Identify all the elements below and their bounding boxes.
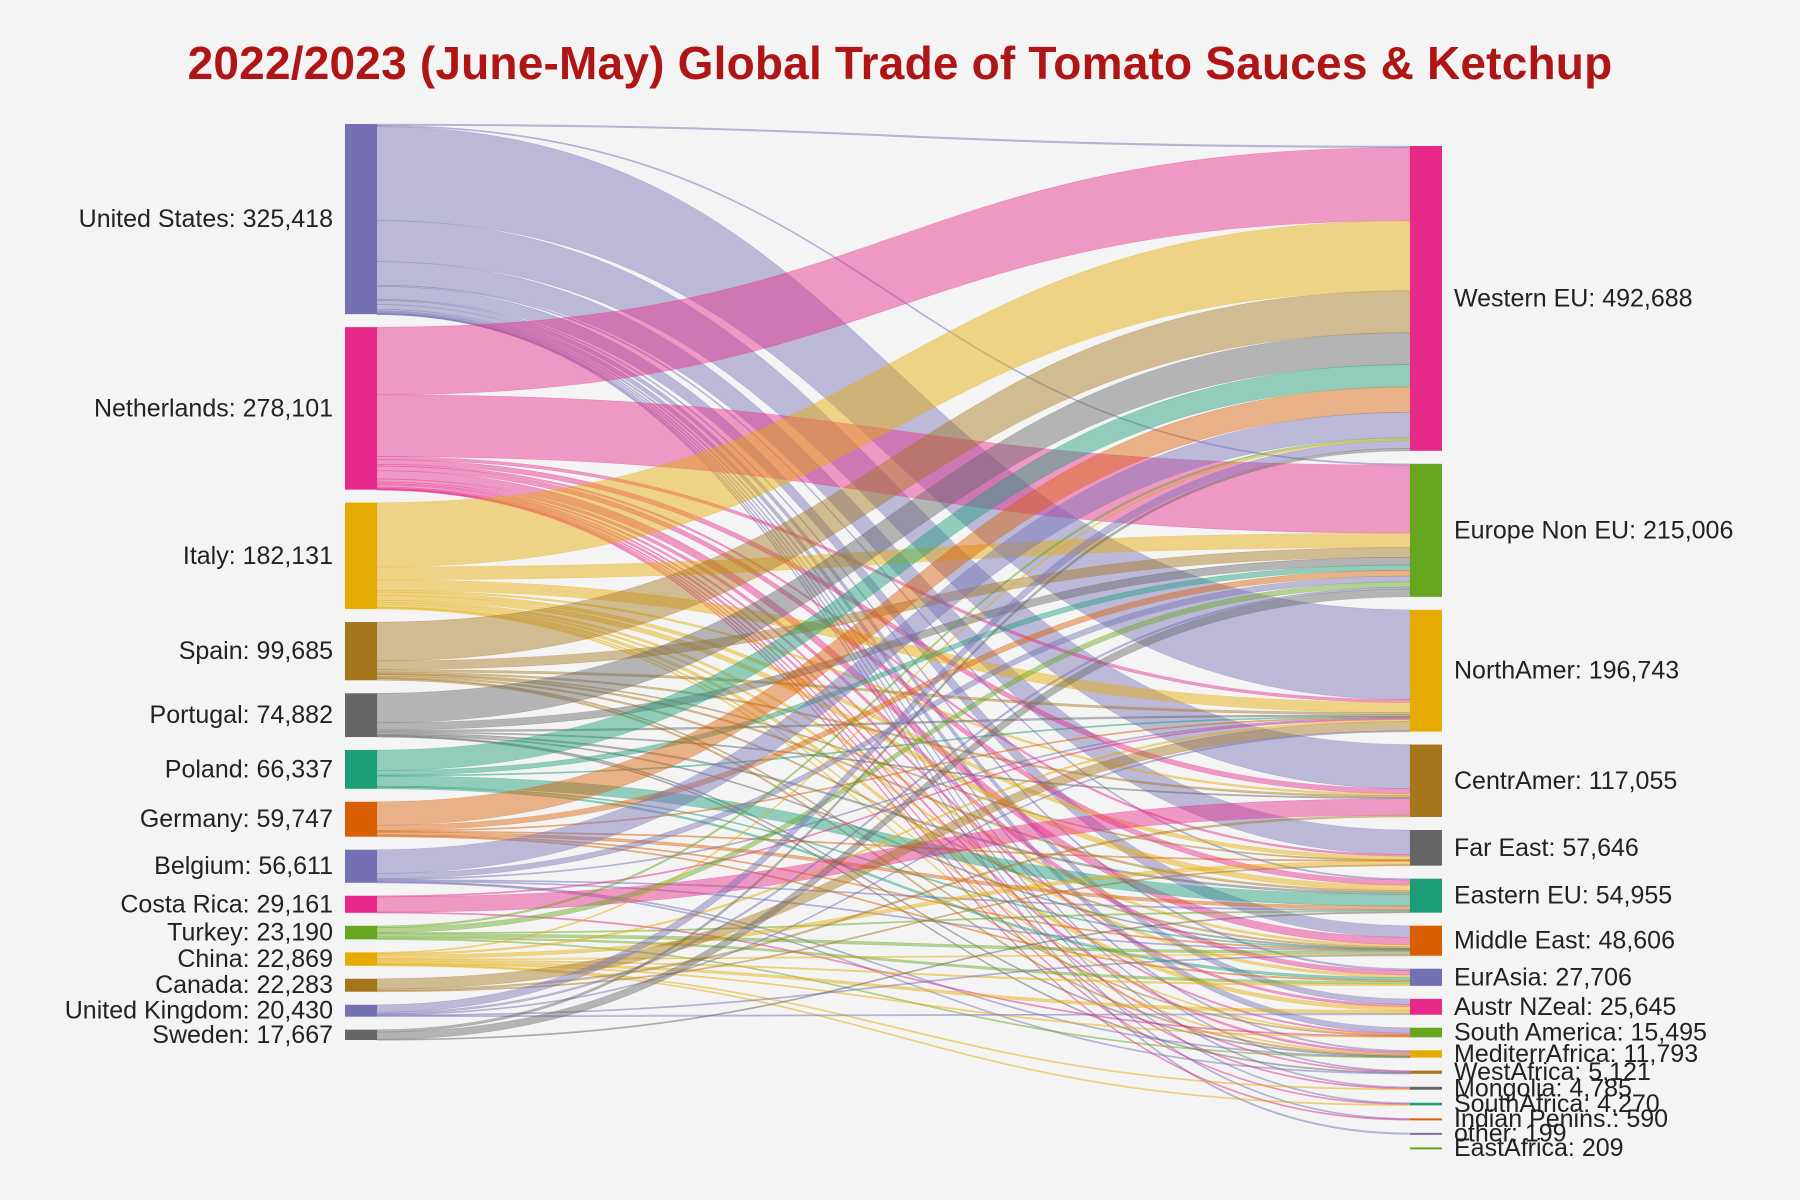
target-label-far-east: Far East: 57,646 bbox=[1454, 834, 1639, 862]
target-node-far-east bbox=[1410, 829, 1442, 866]
target-node-mongolia bbox=[1410, 1086, 1442, 1090]
target-node-europe-non-eu bbox=[1410, 463, 1442, 597]
source-node-portugal bbox=[345, 693, 377, 738]
target-node-middle-east bbox=[1410, 925, 1442, 956]
target-node-northamer bbox=[1410, 609, 1442, 732]
source-label-italy: Italy: 182,131 bbox=[183, 542, 333, 570]
target-node-other bbox=[1410, 1132, 1442, 1135]
target-label-austr-nzeal: Austr NZeal: 25,645 bbox=[1454, 993, 1676, 1021]
target-node-austr-nzeal bbox=[1410, 998, 1442, 1015]
source-node-canada bbox=[345, 978, 377, 992]
link-canada-to-centramer bbox=[376, 814, 1411, 992]
link-turkey-to-mediterrafrica bbox=[376, 938, 1411, 1059]
source-label-poland: Poland: 66,337 bbox=[165, 755, 333, 783]
target-node-eastafrica bbox=[1410, 1147, 1442, 1150]
source-label-spain: Spain: 99,685 bbox=[179, 637, 333, 665]
source-node-united-states bbox=[345, 124, 377, 315]
target-label-mediterrafrica: MediterrAfrica: 11,793 bbox=[1454, 1040, 1698, 1068]
source-node-italy bbox=[345, 502, 377, 610]
target-label-europe-non-eu: Europe Non EU: 215,006 bbox=[1454, 516, 1733, 544]
target-label-southafrica: SouthAfrica: 4,270 bbox=[1454, 1090, 1660, 1118]
target-node-mediterrafrica bbox=[1410, 1050, 1442, 1058]
target-label-indian-penins: Indian Penins.: 590 bbox=[1454, 1105, 1668, 1133]
target-node-western-eu bbox=[1410, 146, 1442, 451]
target-label-northamer: NorthAmer: 196,743 bbox=[1454, 657, 1679, 685]
source-label-germany: Germany: 59,747 bbox=[140, 805, 333, 833]
target-label-other: other: 199 bbox=[1454, 1120, 1567, 1148]
source-label-turkey: Turkey: 23,190 bbox=[167, 919, 333, 947]
link-china-to-southafrica bbox=[376, 964, 1411, 1106]
link-sweden-to-europe-non-eu bbox=[376, 588, 1411, 1040]
target-label-westafrica: WestAfrica: 5,121 bbox=[1454, 1058, 1651, 1086]
source-node-united-kingdom bbox=[345, 1004, 377, 1017]
link-united-kingdom-to-middle-east bbox=[376, 954, 1411, 1017]
source-label-sweden: Sweden: 17,667 bbox=[152, 1021, 333, 1049]
target-label-centramer: CentrAmer: 117,055 bbox=[1454, 767, 1677, 795]
source-node-turkey bbox=[345, 925, 377, 940]
link-belgium-to-westafrica bbox=[376, 881, 1411, 1075]
link-united-kingdom-to-austr-nzeal bbox=[376, 1013, 1411, 1018]
target-node-eastern-eu bbox=[1410, 878, 1442, 913]
target-node-westafrica bbox=[1410, 1070, 1442, 1074]
link-china-to-mongolia bbox=[376, 963, 1411, 1091]
target-label-western-eu: Western EU: 492,688 bbox=[1454, 284, 1693, 312]
source-label-belgium: Belgium: 56,611 bbox=[154, 852, 333, 880]
target-label-eastafrica: EastAfrica: 209 bbox=[1454, 1134, 1624, 1162]
link-sweden-to-eastern-eu bbox=[376, 911, 1411, 1041]
source-label-portugal: Portugal: 74,882 bbox=[150, 701, 333, 729]
source-node-china bbox=[345, 952, 377, 966]
target-label-middle-east: Middle East: 48,606 bbox=[1454, 927, 1675, 955]
target-label-eastern-eu: Eastern EU: 54,955 bbox=[1454, 882, 1672, 910]
source-label-china: China: 22,869 bbox=[177, 945, 333, 973]
target-node-southafrica bbox=[1410, 1102, 1442, 1106]
labels-layer: United States: 325,418 Netherlands: 278,1… bbox=[65, 205, 1734, 1162]
link-united-kingdom-to-northamer bbox=[376, 730, 1411, 1016]
target-node-eurasia bbox=[1410, 968, 1442, 986]
source-label-united-kingdom: United Kingdom: 20,430 bbox=[65, 997, 333, 1025]
source-node-netherlands bbox=[345, 327, 377, 490]
source-label-netherlands: Netherlands: 278,101 bbox=[94, 394, 333, 422]
target-label-eurasia: EurAsia: 27,706 bbox=[1454, 963, 1632, 991]
links-layer bbox=[376, 123, 1411, 1135]
source-node-spain bbox=[345, 622, 377, 681]
source-node-poland bbox=[345, 750, 377, 789]
target-label-south-america: South America: 15,495 bbox=[1454, 1019, 1707, 1047]
link-canada-to-far-east bbox=[376, 864, 1411, 993]
target-label-mongolia: Mongolia: 4,785 bbox=[1454, 1074, 1632, 1102]
source-node-belgium bbox=[345, 849, 377, 883]
target-node-centramer bbox=[1410, 744, 1442, 817]
target-node-south-america bbox=[1410, 1027, 1442, 1038]
nodes-layer bbox=[345, 124, 1442, 1150]
source-label-canada: Canada: 22,283 bbox=[155, 971, 333, 999]
source-label-costa-rica: Costa Rica: 29,161 bbox=[120, 890, 333, 918]
source-node-sweden bbox=[345, 1029, 377, 1040]
chart-title: 2022/2023 (June-May) Global Trade of Tom… bbox=[187, 37, 1613, 89]
source-node-germany bbox=[345, 801, 377, 837]
link-china-to-south-america bbox=[376, 962, 1411, 1038]
target-node-indian-penins bbox=[1410, 1118, 1442, 1121]
source-node-costa-rica bbox=[345, 895, 377, 913]
source-label-united-states: United States: 325,418 bbox=[79, 205, 333, 233]
